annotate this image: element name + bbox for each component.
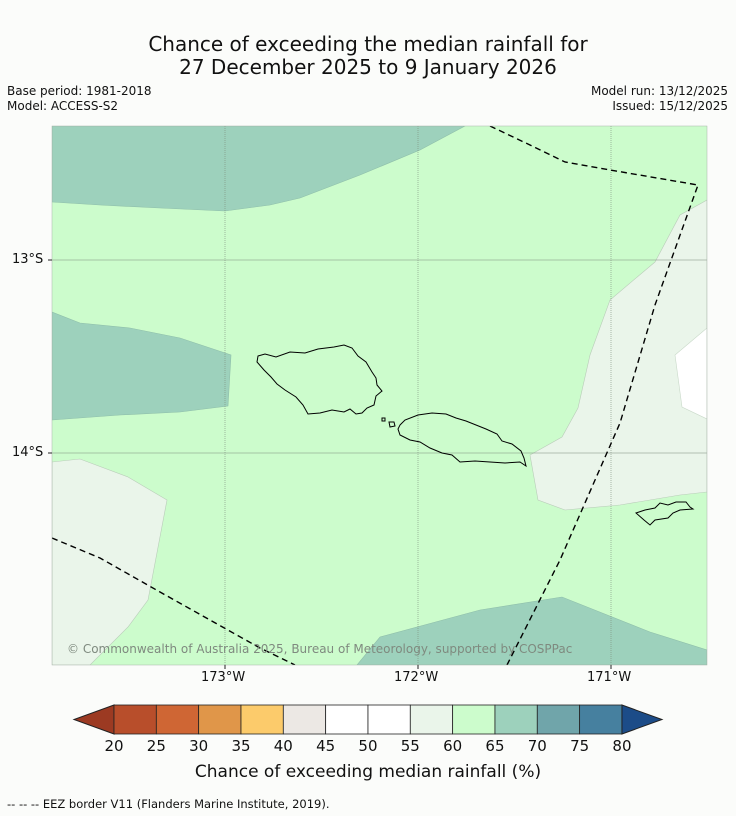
colorbar-segment <box>536 704 581 735</box>
colorbar-segment <box>240 704 284 735</box>
copyright-notice: © Commonwealth of Australia 2025, Bureau… <box>67 642 572 656</box>
colorbar-segment <box>155 704 200 735</box>
colorbar-segment <box>282 704 327 735</box>
region-65-70-south <box>356 596 707 665</box>
colorbar-tick-label: 45 <box>316 737 335 755</box>
colorbar-tick-label: 60 <box>443 737 462 755</box>
colorbar-tick-label: 55 <box>401 737 420 755</box>
graticule <box>52 126 707 665</box>
map-title-line1: Chance of exceeding the median rainfall … <box>148 32 588 56</box>
region-55-60-east <box>529 199 707 511</box>
colorbar-tick-label: 80 <box>612 737 631 755</box>
colorbar-segment <box>452 704 496 735</box>
colorbar-title: Chance of exceeding median rainfall (%) <box>194 762 542 782</box>
base-period: Base period: 1981-2018 <box>7 84 152 98</box>
colorbar-segment <box>579 704 623 735</box>
manono-islet <box>388 421 396 428</box>
map-frame <box>51 125 708 666</box>
colorbar-extend-low <box>72 704 115 735</box>
colorbar-tick-label: 20 <box>104 737 123 755</box>
region-45-55-east <box>674 327 707 420</box>
meta-left: Base period: 1981-2018 Model: ACCESS-S2 <box>7 84 152 114</box>
map-title-line2: 27 December 2025 to 9 January 2026 <box>179 55 557 79</box>
colorbar: 20 25 30 35 40 45 50 55 60 65 70 75 80 <box>72 704 664 755</box>
colorbar-tick-label: 70 <box>528 737 547 755</box>
upolu-island <box>397 412 527 468</box>
apolima-islet <box>381 417 386 422</box>
tutuila-island <box>635 501 695 526</box>
savaii-island <box>256 344 383 415</box>
model-run: Model run: 13/12/2025 <box>590 84 728 98</box>
colorbar-segment <box>494 704 538 735</box>
colorbar-tick-label: 25 <box>147 737 166 755</box>
eez-border-south-west <box>52 537 296 665</box>
map-plot-area: © Commonwealth of Australia 2025, Bureau… <box>52 126 707 665</box>
colorbar-segment <box>409 704 454 735</box>
colorbar-tick-label: 40 <box>274 737 293 755</box>
colorbar-segment <box>367 704 411 735</box>
colorbar-tick-label: 65 <box>485 737 504 755</box>
lon-label-173w: 173°W <box>201 670 246 685</box>
colorbar-segment <box>325 704 369 735</box>
colorbar-segment <box>113 704 157 735</box>
issued-date: Issued: 15/12/2025 <box>612 99 728 113</box>
region-65-70-north <box>52 126 466 212</box>
colorbar-segment <box>198 704 242 735</box>
colorbar-tick-label: 75 <box>570 737 589 755</box>
region-65-70-west <box>52 311 232 421</box>
lon-label-172w: 172°W <box>394 670 439 685</box>
region-55-60-southwest <box>52 458 168 665</box>
colorbar-tick-label: 50 <box>358 737 377 755</box>
lat-label-14s: 14°S <box>12 445 44 460</box>
meta-right: Model run: 13/12/2025 Issued: 15/12/2025 <box>591 84 728 114</box>
lat-label-13s: 13°S <box>12 252 44 267</box>
lon-label-171w: 171°W <box>587 670 632 685</box>
colorbar-extend-high <box>621 704 664 735</box>
eez-border <box>52 126 699 665</box>
colorbar-tick-label: 35 <box>231 737 250 755</box>
colorbar-tick-label: 30 <box>189 737 208 755</box>
eez-legend-footer: -- -- -- EEZ border V11 (Flanders Marine… <box>7 797 330 811</box>
model-name: Model: ACCESS-S2 <box>7 99 119 113</box>
axis-ticks <box>48 259 612 669</box>
